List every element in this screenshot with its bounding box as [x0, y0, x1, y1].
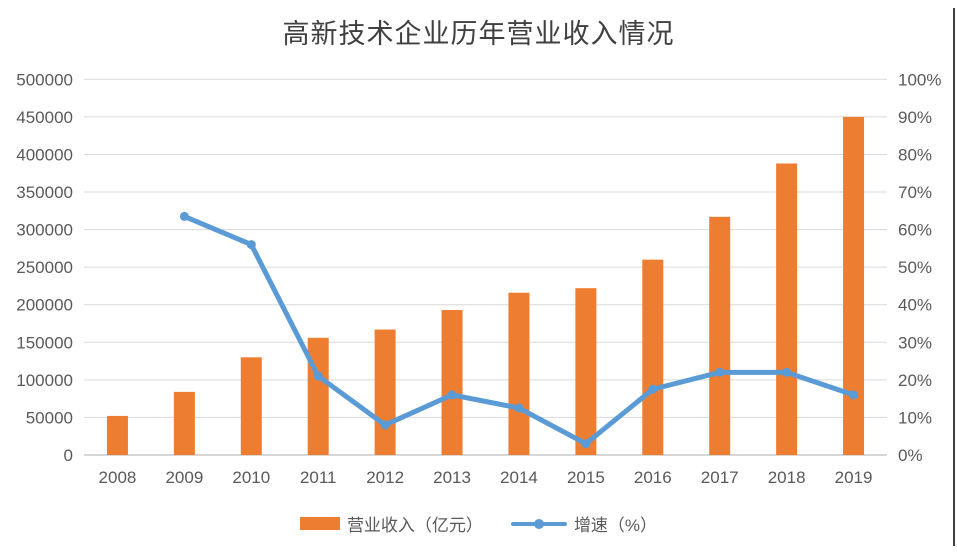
x-axis-year-label: 2017: [701, 468, 739, 487]
right-axis-tick-label: 10%: [898, 408, 932, 427]
x-axis-year-label: 2018: [768, 468, 806, 487]
legend-label-growth: 增速（%）: [573, 516, 658, 535]
revenue-bar-2019: [843, 116, 865, 456]
growth-point-2009: [179, 211, 189, 221]
right-axis-tick-label: 40%: [898, 296, 932, 315]
x-axis-year-label: 2012: [366, 468, 404, 487]
revenue-bar-2012: [374, 329, 396, 455]
growth-point-2014: [514, 403, 524, 413]
left-axis-tick-label: 0: [64, 446, 73, 465]
growth-point-2019: [849, 390, 859, 400]
left-axis-tick-label: 500000: [16, 70, 73, 89]
growth-point-2017: [715, 367, 725, 377]
growth-point-2016: [648, 384, 658, 394]
x-axis-year-label: 2014: [500, 468, 538, 487]
x-axis-year-label: 2009: [165, 468, 203, 487]
revenue-bar-2013: [441, 309, 463, 455]
revenue-bar-2010: [240, 357, 262, 455]
growth-point-2015: [581, 439, 591, 449]
right-axis-tick-label: 30%: [898, 333, 932, 352]
revenue-bar-2016: [642, 259, 664, 455]
revenue-bar-2015: [575, 288, 597, 455]
x-axis-year-label: 2010: [232, 468, 270, 487]
right-axis-tick-label: 80%: [898, 145, 932, 164]
growth-point-2012: [380, 420, 390, 430]
right-axis-tick-label: 50%: [898, 258, 932, 277]
right-axis-tick-label: 60%: [898, 221, 932, 240]
revenue-series-swatch-icon: [299, 517, 340, 530]
growth-point-2018: [782, 367, 792, 377]
right-axis-tick-label: 70%: [898, 183, 932, 202]
left-axis-tick-label: 50000: [26, 408, 73, 427]
left-axis-tick-label: 250000: [16, 258, 73, 277]
left-axis-tick-label: 100000: [16, 371, 73, 390]
right-border-line: [953, 8, 955, 546]
chart-legend: 营业收入（亿元） 增速（%）: [0, 511, 957, 536]
growth-point-2011: [313, 371, 323, 381]
x-axis-year-label: 2015: [567, 468, 605, 487]
right-axis-tick-label: 90%: [898, 108, 932, 127]
left-axis-tick-label: 300000: [16, 221, 73, 240]
x-axis-year-label: 2011: [300, 468, 337, 487]
left-axis-tick-label: 400000: [16, 145, 73, 164]
left-axis-tick-label: 200000: [16, 296, 73, 315]
left-axis-tick-label: 350000: [16, 183, 73, 202]
growth-series-line-icon: [510, 518, 567, 530]
right-axis-tick-label: 100%: [898, 70, 941, 89]
right-axis-tick-label: 0%: [898, 446, 923, 465]
legend-label-revenue: 营业收入（亿元）: [346, 516, 483, 535]
x-axis-year-label: 2008: [99, 468, 137, 487]
revenue-bar-2008: [106, 415, 128, 455]
right-axis-tick-label: 20%: [898, 371, 932, 390]
x-axis-year-label: 2019: [835, 468, 873, 487]
growth-point-2010: [246, 240, 256, 250]
revenue-bar-2014: [508, 292, 530, 455]
revenue-bar-2011: [307, 337, 329, 455]
chart-title: 高新技术企业历年营业收入情况: [282, 19, 675, 50]
revenue-bar-2009: [173, 391, 195, 455]
legend-line-marker-dot: [533, 518, 544, 529]
left-axis-tick-label: 150000: [16, 333, 73, 352]
left-axis-tick-label: 450000: [16, 108, 73, 127]
revenue-bar-2017: [709, 216, 731, 455]
x-axis-year-label: 2013: [433, 468, 471, 487]
growth-point-2013: [447, 390, 457, 400]
revenue-bar-2018: [776, 163, 798, 456]
x-axis-year-label: 2016: [634, 468, 672, 487]
